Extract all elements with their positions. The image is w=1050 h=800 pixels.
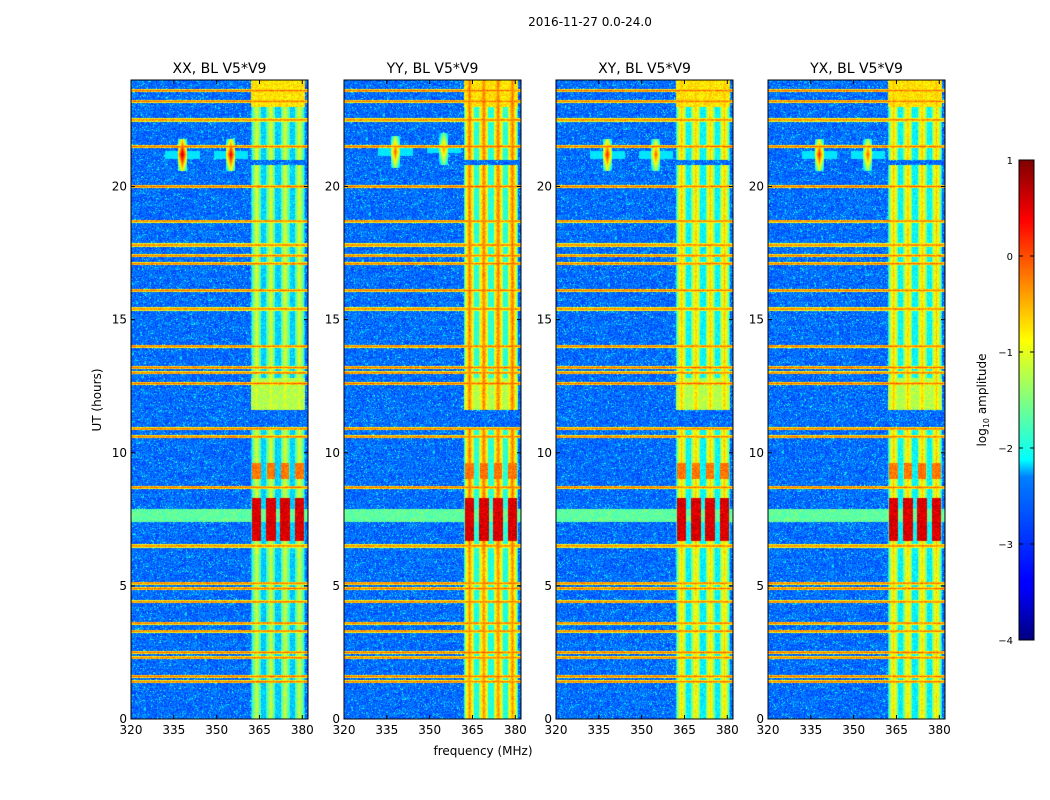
panel-4-xtick-label: 335 bbox=[799, 723, 822, 737]
panel-3-ytick-label: 10 bbox=[537, 446, 552, 460]
panel-1-xtick-label: 350 bbox=[205, 723, 228, 737]
panel-3-xtick-label: 380 bbox=[716, 723, 739, 737]
panel-1: XX, BL V5*V9 320 335 350 365 380 0 5 10 15 20 bbox=[112, 61, 314, 737]
y-axis-label: UT (hours) bbox=[90, 368, 104, 431]
panel-2-xtick-label: 365 bbox=[461, 723, 484, 737]
panel-4-xtick-label: 350 bbox=[842, 723, 865, 737]
panel-3-ytick-label: 15 bbox=[537, 313, 552, 327]
colorbar-tick-label: −1 bbox=[998, 348, 1013, 359]
colorbar-tick-label: −3 bbox=[998, 540, 1013, 551]
panel-2-heatmap bbox=[344, 80, 521, 719]
panel-4: YX, BL V5*V9 320 335 350 365 380 0 5 10 15 20 bbox=[749, 61, 951, 737]
panel-3-ytick-label: 5 bbox=[544, 579, 552, 593]
panel-3-heatmap bbox=[556, 80, 733, 719]
colorbar-tick-label: 0 bbox=[1007, 252, 1013, 263]
panel-3-xtick-label: 365 bbox=[673, 723, 696, 737]
colorbar-ticks: 1 0 −1 −2 −3 −4 bbox=[998, 156, 1034, 647]
panel-2-frame bbox=[343, 79, 522, 720]
panel-2: YY, BL V5*V9 320 335 350 365 380 0 5 10 15 20 bbox=[325, 61, 527, 737]
panel-4-ytick-label: 0 bbox=[756, 712, 764, 726]
panel-3-xtick-label: 350 bbox=[630, 723, 653, 737]
panel-3-ytick-label: 0 bbox=[544, 712, 552, 726]
colorbar-tick-label: −4 bbox=[998, 636, 1013, 647]
panel-4-ytick-label: 5 bbox=[756, 579, 764, 593]
panel-1-ytick-label: 20 bbox=[112, 180, 127, 194]
panel-4-ytick-label: 10 bbox=[749, 446, 764, 460]
panel-2-xtick-label: 380 bbox=[504, 723, 527, 737]
panel-1-xtick-label: 335 bbox=[162, 723, 185, 737]
panel-3-ytick-label: 20 bbox=[537, 180, 552, 194]
colorbar-label: log10 amplitude bbox=[975, 354, 991, 447]
panel-1-ytick-label: 10 bbox=[112, 446, 127, 460]
panel-4-ytick-label: 15 bbox=[749, 313, 764, 327]
panel-1-frame bbox=[130, 79, 309, 720]
panel-4-xtick-label: 365 bbox=[885, 723, 908, 737]
panel-2-xtick-label: 320 bbox=[333, 723, 356, 737]
panel-4-ytick-label: 20 bbox=[749, 180, 764, 194]
colorbar-label-subscript: 10 bbox=[982, 418, 991, 428]
colorbar-tick-label: 1 bbox=[1007, 156, 1013, 167]
panel-1-ytick-label: 0 bbox=[119, 712, 127, 726]
panel-2-ytick-label: 15 bbox=[325, 313, 340, 327]
panel-4-xtick-label: 320 bbox=[757, 723, 780, 737]
panel-4-frame bbox=[767, 79, 946, 720]
panel-1-xtick-label: 365 bbox=[248, 723, 271, 737]
panel-1-title: XX, BL V5*V9 bbox=[173, 61, 267, 77]
panel-3: XY, BL V5*V9 320 335 350 365 380 0 5 10 15 20 bbox=[537, 61, 739, 737]
colorbar-label-prefix: log bbox=[975, 428, 989, 446]
colorbar: 10−1−2−3−4 log10 amplitude bbox=[975, 156, 1035, 647]
colorbar-tick-label: −2 bbox=[998, 444, 1013, 455]
x-axis-label: frequency (MHz) bbox=[433, 744, 532, 758]
panel-1-ytick-label: 5 bbox=[119, 579, 127, 593]
panel-1-ytick-label: 15 bbox=[112, 313, 127, 327]
panel-2-ytick-label: 20 bbox=[325, 180, 340, 194]
panel-1-xtick-label: 320 bbox=[120, 723, 143, 737]
panel-2-title: YY, BL V5*V9 bbox=[386, 61, 479, 77]
panel-3-title: XY, BL V5*V9 bbox=[598, 61, 691, 77]
panel-2-ytick-label: 5 bbox=[332, 579, 340, 593]
panel-1-heatmap bbox=[131, 80, 308, 719]
panel-4-heatmap bbox=[768, 80, 945, 719]
panel-2-xtick-label: 335 bbox=[375, 723, 398, 737]
colorbar-label-suffix: amplitude bbox=[975, 354, 989, 418]
panel-1-xtick-label: 380 bbox=[291, 723, 314, 737]
figure-suptitle: 2016-11-27 0.0-24.0 bbox=[528, 15, 652, 29]
panel-4-xtick-label: 380 bbox=[928, 723, 951, 737]
panel-2-ytick-label: 10 bbox=[325, 446, 340, 460]
colorbar-gradient bbox=[1018, 159, 1035, 641]
panel-2-ytick-label: 0 bbox=[332, 712, 340, 726]
panel-3-xtick-label: 320 bbox=[545, 723, 568, 737]
panel-3-frame bbox=[555, 79, 734, 720]
panel-4-title: YX, BL V5*V9 bbox=[809, 61, 903, 77]
panel-3-xtick-label: 335 bbox=[587, 723, 610, 737]
panel-2-xtick-label: 350 bbox=[418, 723, 441, 737]
